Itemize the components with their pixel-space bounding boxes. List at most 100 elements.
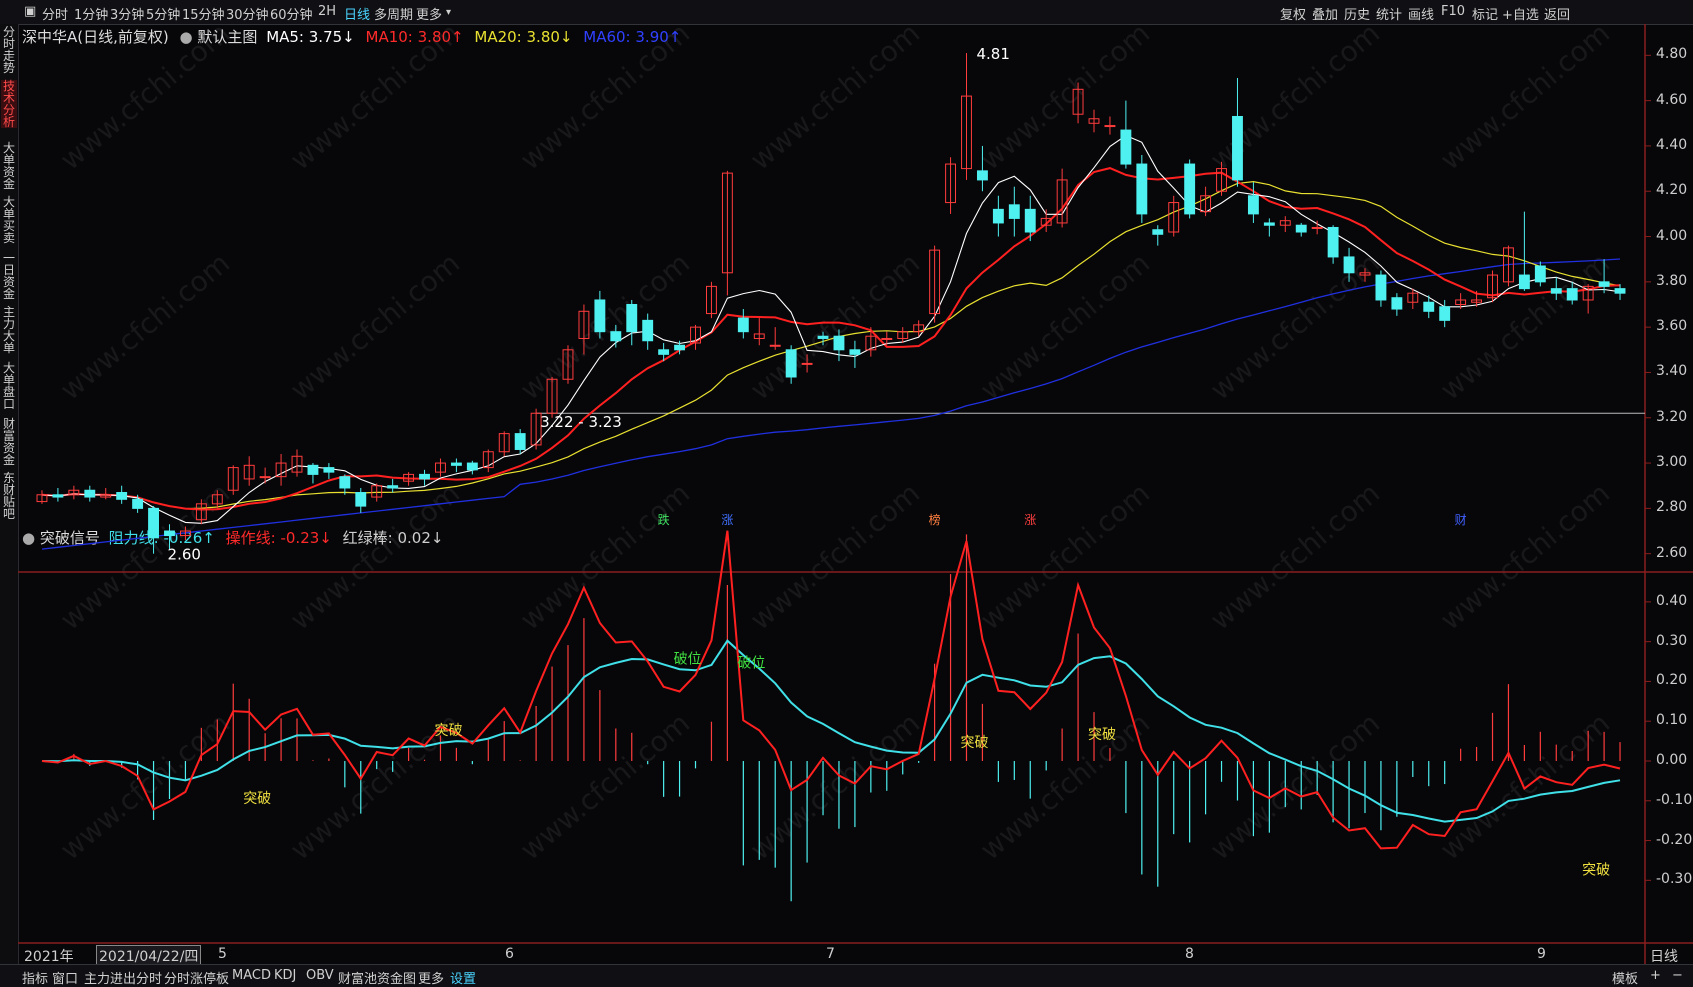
template-button[interactable]: 模板 xyxy=(1612,972,1639,987)
sidebar-item-mainbig[interactable]: 主力大单 xyxy=(2,305,15,355)
add-watchlist-button[interactable]: +自选 xyxy=(1502,8,1539,23)
candle xyxy=(1503,247,1514,283)
candle xyxy=(1550,288,1562,294)
tf-1min[interactable]: 1分钟 xyxy=(74,8,109,23)
candle xyxy=(211,494,223,505)
back-button[interactable]: 返回 xyxy=(1544,8,1571,23)
sidebar-item-wealth[interactable]: 财富资金 xyxy=(2,417,15,467)
sidebar-item-bigfund[interactable]: 大单资金 xyxy=(2,141,15,191)
settings-circle-icon[interactable]: ● xyxy=(179,28,193,46)
tf-daily[interactable]: 日线 xyxy=(344,8,371,23)
tf-multi[interactable]: 多周期 xyxy=(374,8,414,23)
candle xyxy=(116,492,128,500)
candle xyxy=(1423,301,1435,312)
fuquan-button[interactable]: 复权 xyxy=(1280,8,1307,23)
event-marker: 财 xyxy=(1455,513,1467,527)
sidebar-item-bigtrade[interactable]: 大单买卖 xyxy=(2,195,15,245)
tf-fenshi[interactable]: 分时 xyxy=(42,8,69,23)
candle xyxy=(913,324,925,333)
minus-button[interactable]: − xyxy=(1672,968,1683,983)
history-button[interactable]: 历史 xyxy=(1344,8,1371,23)
period-label[interactable]: 日线 xyxy=(1650,949,1678,965)
main-chart-legend: 深中华A(日线,前复权) ● 默认主图 MA5: 3.75↓ MA10: 3.8… xyxy=(22,26,681,47)
tab-wealth-pool[interactable]: 财富池资金图 xyxy=(338,972,417,987)
indicator-legend: ● 突破信号 阻力线: -0.26↑ 操作线: -0.23↓ 红绿棒: 0.02… xyxy=(22,527,443,548)
plus-button[interactable]: + xyxy=(1650,968,1661,983)
candle xyxy=(1104,125,1116,128)
tab-more[interactable]: 更多 xyxy=(418,972,445,987)
sidebar-item-guba[interactable]: 东财贴吧 xyxy=(2,471,15,521)
candle xyxy=(68,489,80,496)
event-marker: 跌 xyxy=(658,512,670,527)
candle xyxy=(578,310,590,339)
candle xyxy=(482,451,494,469)
draw-button[interactable]: 画线 xyxy=(1408,8,1435,23)
tf-30min[interactable]: 30分钟 xyxy=(226,8,269,23)
resist-line xyxy=(41,639,1621,823)
candle xyxy=(1327,226,1339,258)
sidebar-item-dayfund[interactable]: 一日资金 xyxy=(2,251,15,301)
overlay-button[interactable]: 叠加 xyxy=(1312,8,1339,23)
period-toolbar: ▣ 分时 1分钟 3分钟 5分钟 15分钟 30分钟 60分钟 2H 日线 多周… xyxy=(0,0,1693,25)
tab-indicator[interactable]: 指标 xyxy=(22,972,49,987)
x-month-5: 5 xyxy=(218,946,227,962)
candle xyxy=(737,317,749,333)
candle xyxy=(1582,285,1594,301)
candle xyxy=(195,503,207,521)
candle xyxy=(690,326,701,344)
candle xyxy=(1471,299,1483,303)
candle xyxy=(1598,281,1610,287)
main-chart-name[interactable]: 默认主图 xyxy=(197,28,258,46)
chevron-down-icon[interactable]: ▾ xyxy=(446,7,452,18)
candle xyxy=(530,412,542,446)
price-tick-label: 4.00 xyxy=(1656,227,1688,244)
tf-2h[interactable]: 2H xyxy=(318,4,337,19)
price-tick-label: 4.20 xyxy=(1656,182,1688,199)
candle xyxy=(291,455,303,473)
candle xyxy=(865,335,877,351)
candle xyxy=(1359,272,1371,276)
candle xyxy=(976,170,988,181)
f10-button[interactable]: F10 xyxy=(1441,4,1466,19)
tab-window[interactable]: 窗口 xyxy=(52,972,79,987)
ma5-label: MA5: 3.75↓ xyxy=(266,28,355,46)
candle xyxy=(992,208,1004,224)
tab-kdj[interactable]: KDJ xyxy=(274,968,297,983)
tf-more[interactable]: 更多 xyxy=(416,8,443,23)
indicator-tick-label: 0.10 xyxy=(1656,712,1688,729)
candle xyxy=(1263,222,1275,226)
markup-button[interactable]: 标记 xyxy=(1472,8,1499,23)
candle xyxy=(881,337,893,340)
tab-macd[interactable]: MACD xyxy=(232,968,271,983)
candle xyxy=(801,362,813,365)
candle xyxy=(1232,115,1243,181)
candle xyxy=(674,344,686,351)
stats-button[interactable]: 统计 xyxy=(1376,8,1403,23)
tf-15min[interactable]: 15分钟 xyxy=(182,8,225,23)
tab-limit-up[interactable]: 分时涨停板 xyxy=(164,972,230,987)
candle xyxy=(1040,217,1052,226)
candle xyxy=(1343,256,1355,274)
tab-obv[interactable]: OBV xyxy=(306,968,334,983)
sidebar-item-tech[interactable]: 技术分析 xyxy=(1,79,17,129)
sidebar-item-bigbook[interactable]: 大单盘口 xyxy=(2,361,15,411)
settings-circle-icon[interactable]: ● xyxy=(22,529,36,547)
left-sidebar: 分时走势 技术分析 大单资金 大单买卖 一日资金 主力大单 大单盘口 财富资金 … xyxy=(0,24,19,964)
price-tick-label: 2.60 xyxy=(1656,544,1688,561)
candle xyxy=(323,467,335,473)
indicator-name[interactable]: 突破信号 xyxy=(39,529,100,547)
calendar-icon[interactable]: ▣ xyxy=(24,4,37,19)
candle xyxy=(339,476,351,489)
candle xyxy=(243,464,255,480)
tf-5min[interactable]: 5分钟 xyxy=(146,8,181,23)
tf-3min[interactable]: 3分钟 xyxy=(110,8,145,23)
operate-label: 操作线: -0.23↓ xyxy=(225,529,332,547)
sidebar-item-fenshi[interactable]: 分时走势 xyxy=(2,25,15,75)
price-tick-label: 3.40 xyxy=(1656,363,1688,380)
candle xyxy=(1168,202,1180,233)
tab-settings[interactable]: 设置 xyxy=(450,972,477,987)
tab-main-flow[interactable]: 主力进出分时 xyxy=(84,972,163,987)
tf-60min[interactable]: 60分钟 xyxy=(270,8,313,23)
price-tick-label: 3.20 xyxy=(1656,408,1688,425)
